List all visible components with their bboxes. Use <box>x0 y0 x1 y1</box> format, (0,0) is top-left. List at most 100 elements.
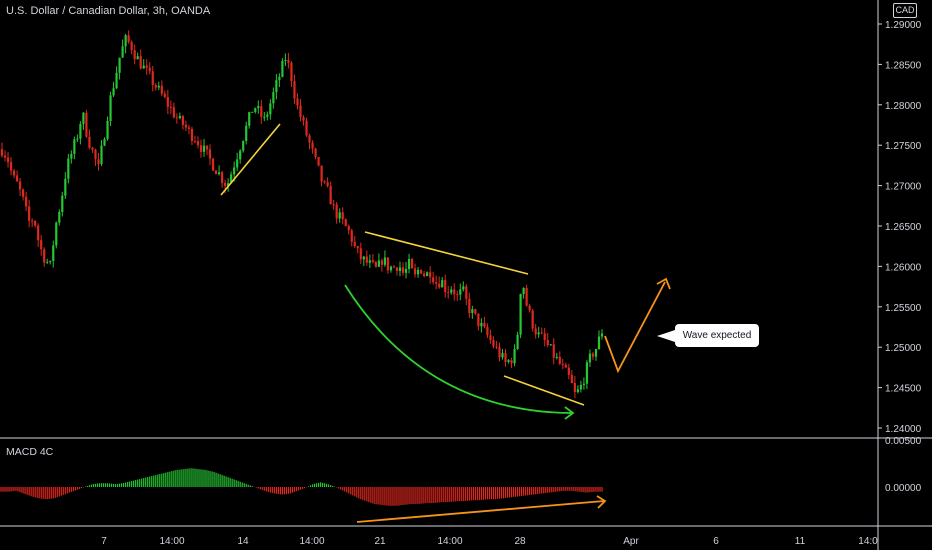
lower-channel-line[interactable] <box>503 375 585 406</box>
time-tick-label: 7 <box>101 536 107 547</box>
candle-body <box>15 175 19 182</box>
macd-divergence-arrowhead <box>596 495 607 509</box>
candle-body <box>272 92 275 104</box>
candle-body <box>341 212 344 220</box>
candle-body <box>483 322 486 327</box>
candle-body <box>169 106 172 108</box>
candle-body <box>0 149 4 156</box>
candle-body <box>380 260 383 265</box>
candle-body <box>49 260 52 262</box>
candle-body <box>489 335 492 341</box>
candle-body <box>495 346 498 348</box>
candle-body <box>124 35 127 47</box>
candle-body <box>374 262 377 267</box>
candle-body <box>329 186 332 205</box>
candle-body <box>136 56 139 60</box>
candle-body <box>43 249 46 263</box>
candle-body <box>184 124 188 128</box>
candle-body <box>217 172 221 175</box>
candle-body <box>320 165 323 182</box>
candle-body <box>6 157 10 163</box>
price-tick-label: 1.24000 <box>885 424 922 435</box>
candle-body <box>597 336 601 350</box>
candle-body <box>567 367 570 375</box>
time-axis[interactable]: 7 14:00 14 14:00 21 14:00 28 Apr 6 11 14:0 <box>101 536 878 547</box>
price-tick-label: 1.26000 <box>885 262 922 273</box>
candle-body <box>230 174 233 184</box>
candle-body <box>435 282 438 284</box>
candle-body <box>353 241 356 247</box>
candle-body <box>350 230 353 242</box>
macd-tick-label: 0.00000 <box>885 483 922 494</box>
time-tick-label: 14:00 <box>437 536 462 547</box>
currency-badge[interactable]: CAD <box>893 3 917 18</box>
price-tick-label: 1.27500 <box>885 141 922 152</box>
candle-body <box>196 141 200 146</box>
candle-body <box>359 248 362 260</box>
candle-body <box>579 384 582 390</box>
time-tick-label: 14 <box>237 536 249 547</box>
price-axis[interactable]: 1.29000 1.28500 1.28000 1.27500 1.27000 1.265… <box>878 20 922 435</box>
macd-axis: 0.00500 0.00000 <box>885 436 922 494</box>
candle-body <box>389 266 393 271</box>
candle-body <box>28 206 31 221</box>
candle-body <box>166 96 169 107</box>
macd-divergence-line[interactable] <box>356 500 605 523</box>
candle-body <box>462 286 465 290</box>
candle-body <box>468 298 471 314</box>
candle-body <box>501 353 504 358</box>
candle-body <box>426 272 429 276</box>
wave-expected-callout[interactable]: Wave expected <box>675 324 759 347</box>
candle-body <box>323 181 326 183</box>
candle-body <box>356 246 359 249</box>
candle-body <box>368 260 371 263</box>
time-tick-label: 14:0 <box>858 536 878 547</box>
candle-body <box>570 374 573 384</box>
upper-channel-line[interactable] <box>364 231 529 275</box>
candle-body <box>257 106 260 109</box>
candle-body <box>528 305 531 311</box>
candle-body <box>46 261 49 263</box>
candle-body <box>432 277 435 283</box>
macd-tick-label: 0.00500 <box>885 436 922 447</box>
candle-body <box>407 259 411 269</box>
candle-body <box>40 240 43 250</box>
candle-body <box>181 116 185 125</box>
candle-body <box>299 105 302 118</box>
candle-body <box>335 204 338 219</box>
candle-body <box>133 50 136 60</box>
candle-body <box>293 81 296 99</box>
candle-body <box>365 256 368 263</box>
candle-body <box>314 148 317 158</box>
candle-body <box>281 60 284 77</box>
green-arc-arrow[interactable] <box>344 284 573 414</box>
candle-body <box>211 158 215 171</box>
wave-projection-line[interactable] <box>604 281 666 374</box>
candle-body <box>12 170 16 176</box>
candle-body <box>70 153 73 159</box>
indicator-title[interactable]: MACD 4C <box>6 446 54 458</box>
candle-body <box>522 287 525 294</box>
candle-body <box>486 326 489 336</box>
candle-body <box>175 117 178 119</box>
uptrend-line-1[interactable] <box>220 123 281 196</box>
price-tick-label: 1.25500 <box>885 303 922 314</box>
candle-body <box>227 183 230 187</box>
candle-body <box>31 220 34 222</box>
candle-body <box>205 145 209 150</box>
candle-body <box>371 260 374 263</box>
candle-body <box>525 287 528 306</box>
candle-body <box>118 57 121 73</box>
candle-body <box>453 289 456 295</box>
price-tick-label: 1.29000 <box>885 20 922 31</box>
candle-body <box>546 339 549 346</box>
candle-body <box>498 347 501 358</box>
candle-body <box>154 84 157 88</box>
candle-body <box>130 41 133 51</box>
candle-body <box>480 322 483 327</box>
candle-body <box>513 348 516 364</box>
candle-body <box>85 112 88 137</box>
candle-body <box>22 189 25 197</box>
candle-body <box>564 364 567 368</box>
